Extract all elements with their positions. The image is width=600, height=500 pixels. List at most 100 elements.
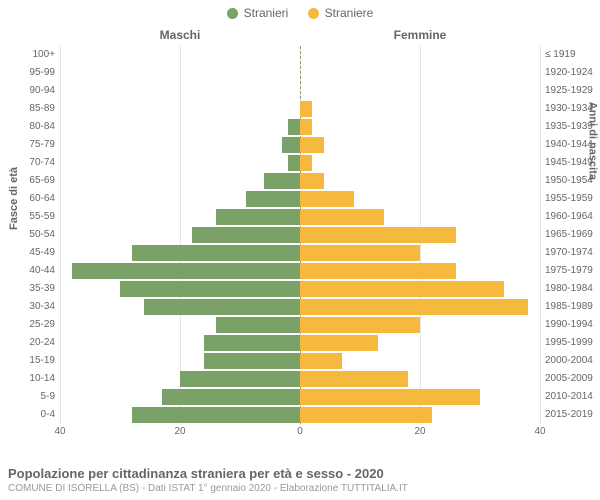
pyramid-row: [60, 244, 540, 262]
pyramid-row: [60, 118, 540, 136]
bar-male: [204, 353, 300, 369]
age-label: 10-14: [0, 370, 55, 388]
legend-item-female: Straniere: [308, 6, 374, 20]
birth-year-label: 2015-2019: [545, 406, 600, 424]
x-tick-label: 20: [174, 426, 185, 437]
age-label: 0-4: [0, 406, 55, 424]
footer-subtitle: COMUNE DI ISORELLA (BS) - Dati ISTAT 1° …: [8, 483, 592, 494]
column-header-right: Femmine: [300, 28, 540, 42]
bar-female: [300, 335, 378, 351]
pyramid-row: [60, 208, 540, 226]
column-header-left: Maschi: [60, 28, 300, 42]
bar-male: [132, 245, 300, 261]
x-tick-label: 40: [534, 426, 545, 437]
population-pyramid-chart: Stranieri Straniere Maschi Femmine Fasce…: [0, 0, 600, 500]
plot-area: [60, 46, 540, 424]
pyramid-row: [60, 136, 540, 154]
pyramid-row: [60, 64, 540, 82]
pyramid-row: [60, 172, 540, 190]
y-axis-birth-labels: ≤ 19191920-19241925-19291930-19341935-19…: [545, 46, 600, 424]
bar-rows: [60, 46, 540, 424]
bar-male: [288, 119, 300, 135]
bar-female: [300, 245, 420, 261]
bar-male: [216, 317, 300, 333]
age-label: 90-94: [0, 82, 55, 100]
pyramid-row: [60, 154, 540, 172]
age-label: 15-19: [0, 352, 55, 370]
age-label: 45-49: [0, 244, 55, 262]
bar-female: [300, 119, 312, 135]
chart-legend: Stranieri Straniere: [0, 0, 600, 22]
age-label: 85-89: [0, 100, 55, 118]
age-label: 25-29: [0, 316, 55, 334]
age-label: 5-9: [0, 388, 55, 406]
age-label: 70-74: [0, 154, 55, 172]
bar-male: [216, 209, 300, 225]
bar-female: [300, 101, 312, 117]
birth-year-label: 1965-1969: [545, 226, 600, 244]
pyramid-row: [60, 388, 540, 406]
birth-year-label: 2005-2009: [545, 370, 600, 388]
birth-year-label: 1930-1934: [545, 100, 600, 118]
x-axis-ticks: 402002040: [60, 426, 540, 440]
age-label: 40-44: [0, 262, 55, 280]
bar-male: [192, 227, 300, 243]
legend-label-female: Straniere: [325, 6, 374, 20]
x-tick-label: 20: [414, 426, 425, 437]
age-label: 65-69: [0, 172, 55, 190]
bar-male: [288, 155, 300, 171]
age-label: 20-24: [0, 334, 55, 352]
bar-male: [264, 173, 300, 189]
pyramid-row: [60, 298, 540, 316]
birth-year-label: 1935-1939: [545, 118, 600, 136]
age-label: 95-99: [0, 64, 55, 82]
legend-item-male: Stranieri: [227, 6, 289, 20]
pyramid-row: [60, 82, 540, 100]
pyramid-row: [60, 316, 540, 334]
birth-year-label: 1950-1954: [545, 172, 600, 190]
legend-label-male: Stranieri: [244, 6, 289, 20]
age-label: 75-79: [0, 136, 55, 154]
column-headers: Maschi Femmine: [0, 28, 600, 44]
birth-year-label: 1945-1949: [545, 154, 600, 172]
age-label: 30-34: [0, 298, 55, 316]
bar-female: [300, 155, 312, 171]
age-label: 50-54: [0, 226, 55, 244]
bar-male: [72, 263, 300, 279]
pyramid-row: [60, 46, 540, 64]
x-tick-label: 0: [297, 426, 303, 437]
pyramid-row: [60, 226, 540, 244]
birth-year-label: 1995-1999: [545, 334, 600, 352]
bar-female: [300, 173, 324, 189]
birth-year-label: 1975-1979: [545, 262, 600, 280]
chart-footer: Popolazione per cittadinanza straniera p…: [8, 466, 592, 494]
bar-female: [300, 191, 354, 207]
pyramid-row: [60, 352, 540, 370]
birth-year-label: 2010-2014: [545, 388, 600, 406]
birth-year-label: 1990-1994: [545, 316, 600, 334]
bar-male: [246, 191, 300, 207]
age-label: 80-84: [0, 118, 55, 136]
grid-line: [540, 46, 541, 424]
pyramid-row: [60, 334, 540, 352]
pyramid-row: [60, 280, 540, 298]
bar-female: [300, 353, 342, 369]
pyramid-row: [60, 190, 540, 208]
bar-female: [300, 299, 528, 315]
age-label: 60-64: [0, 190, 55, 208]
birth-year-label: 1925-1929: [545, 82, 600, 100]
pyramid-row: [60, 370, 540, 388]
birth-year-label: 1960-1964: [545, 208, 600, 226]
bar-male: [132, 407, 300, 423]
bar-female: [300, 209, 384, 225]
bar-male: [162, 389, 300, 405]
bar-male: [180, 371, 300, 387]
age-label: 35-39: [0, 280, 55, 298]
pyramid-row: [60, 406, 540, 424]
pyramid-row: [60, 100, 540, 118]
birth-year-label: 1980-1984: [545, 280, 600, 298]
bar-male: [204, 335, 300, 351]
bar-female: [300, 281, 504, 297]
footer-title: Popolazione per cittadinanza straniera p…: [8, 466, 592, 481]
age-label: 55-59: [0, 208, 55, 226]
